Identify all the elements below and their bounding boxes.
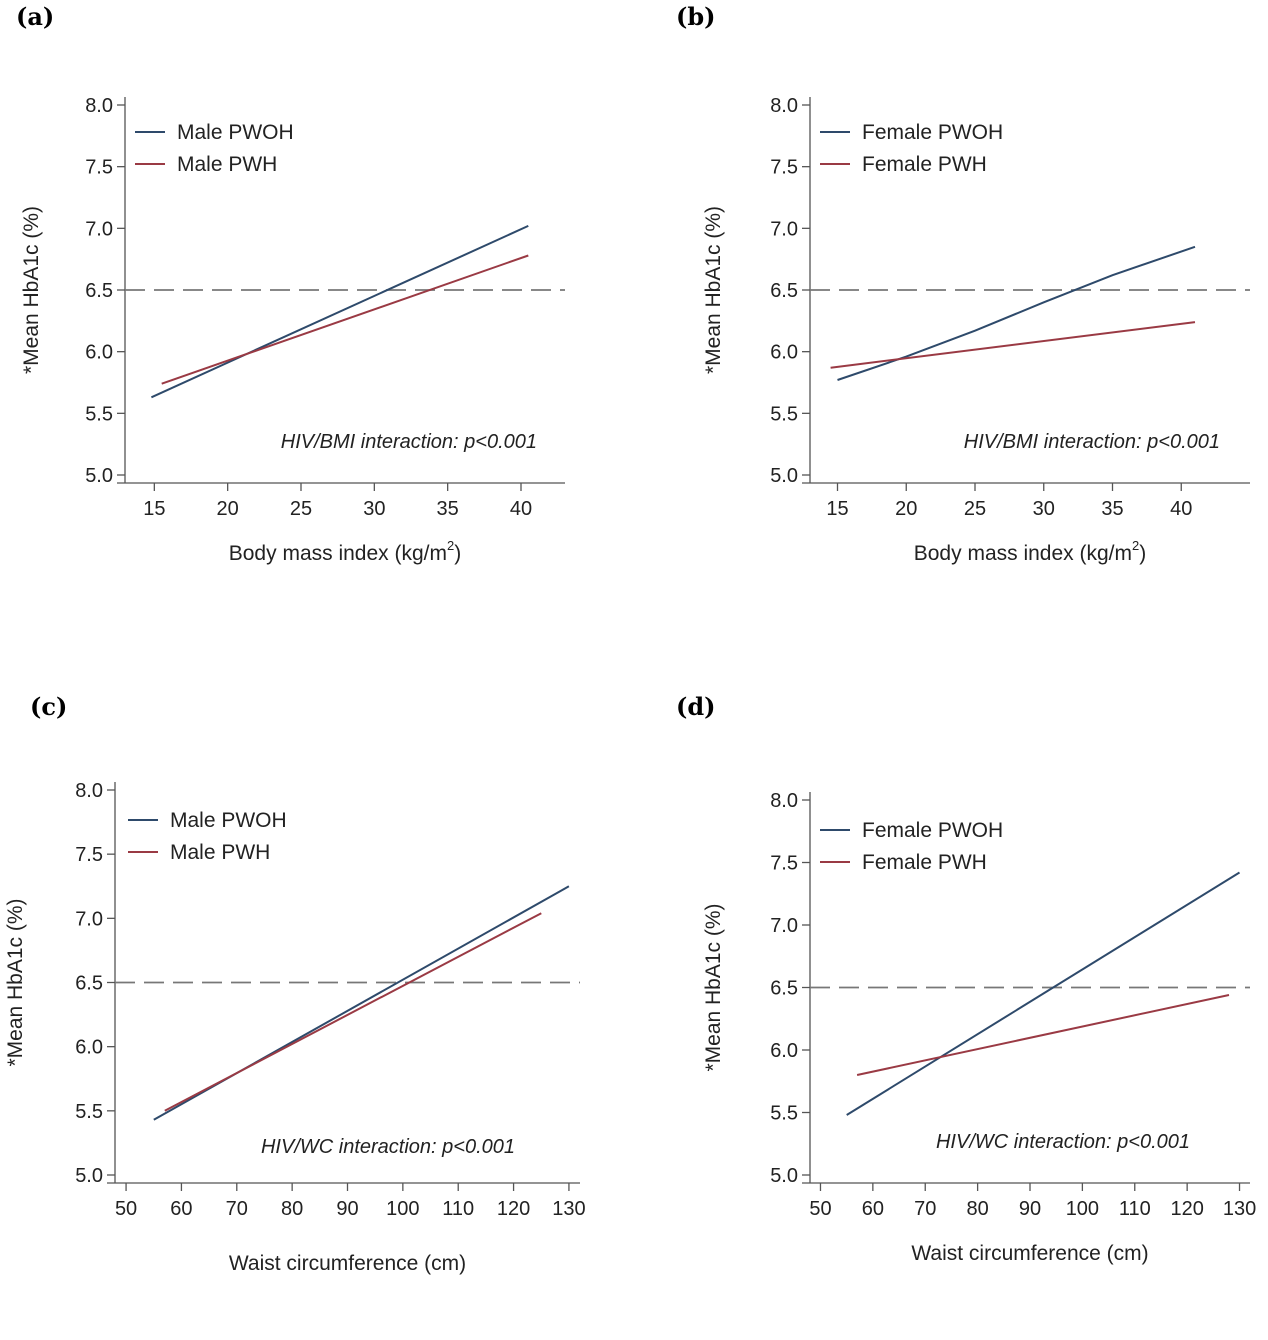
series-line-female-pwh: [830, 321, 1196, 369]
y-tick-label: 6.0: [75, 1037, 103, 1059]
x-tick-label: 50: [115, 1198, 137, 1220]
y-tick-label: 8.0: [770, 95, 798, 117]
x-tick-label: 35: [1101, 498, 1123, 520]
y-tick-label: 6.0: [770, 342, 798, 364]
x-tick-label: 70: [226, 1198, 248, 1220]
y-axis-title: *Mean HbA1c (%): [702, 206, 725, 374]
series-line-female-pwh: [856, 994, 1230, 1076]
legend-label: Male PWOH: [177, 121, 294, 144]
x-axis-title: Waist circumference (cm): [911, 1242, 1148, 1265]
series-line-female-pwoh: [846, 871, 1241, 1116]
y-tick-label: 7.5: [75, 844, 103, 866]
x-tick-label: 30: [363, 498, 385, 520]
x-tick-label: 100: [1066, 1198, 1099, 1220]
legend-label: Female PWOH: [862, 819, 1003, 842]
x-tick-label: 40: [1170, 498, 1192, 520]
panel-letter-c: (c): [30, 692, 68, 721]
y-tick-label: 5.5: [75, 1101, 103, 1123]
x-tick-label: 60: [170, 1198, 192, 1220]
series-line-male-pwh: [161, 254, 529, 385]
panel-letter-a: (a): [16, 2, 55, 31]
y-tick-label: 7.5: [85, 157, 113, 179]
x-tick-label: 120: [1170, 1198, 1203, 1220]
x-tick-label: 100: [386, 1198, 419, 1220]
legend-label: Female PWOH: [862, 121, 1003, 144]
x-tick-label: 130: [552, 1198, 585, 1220]
x-tick-label: 15: [826, 498, 848, 520]
legend-label: Female PWH: [862, 153, 987, 176]
y-tick-label: 6.5: [770, 978, 798, 1000]
x-tick-label: 70: [914, 1198, 936, 1220]
y-tick-label: 5.0: [770, 465, 798, 487]
y-axis-title: *Mean HbA1c (%): [702, 903, 725, 1071]
y-tick-label: 5.5: [770, 1103, 798, 1125]
legend-label: Male PWH: [177, 153, 277, 176]
chart-a-bmi-male: 5.0 5.5 6.0 6.5 7.0 7.5 8.0 15 20 25 30 35 40 Male PW…: [20, 95, 565, 565]
x-tick-label: 25: [964, 498, 986, 520]
x-tick-label: 25: [290, 498, 312, 520]
x-axis-title: Body mass index (kg/m2): [229, 538, 461, 565]
x-tick-label: 60: [862, 1198, 884, 1220]
x-tick-label: 35: [437, 498, 459, 520]
x-tick-label: 120: [497, 1198, 530, 1220]
y-tick-label: 7.0: [75, 908, 103, 930]
y-tick-label: 7.0: [85, 218, 113, 240]
x-axis-title: Waist circumference (cm): [229, 1252, 466, 1275]
x-tick-label: 110: [1119, 1198, 1151, 1220]
y-axis-title: *Mean HbA1c (%): [4, 898, 27, 1066]
y-tick-label: 5.0: [75, 1165, 103, 1187]
x-tick-label: 130: [1223, 1198, 1256, 1220]
legend-label: Female PWH: [862, 851, 987, 874]
chart-c-wc-male: 5.0 5.5 6.0 6.5 7.0 7.5 8.0 50 60 70 80 90 100 110 120…: [4, 780, 586, 1275]
x-tick-label: 90: [1019, 1198, 1041, 1220]
y-tick-label: 5.5: [770, 403, 798, 425]
y-tick-label: 6.0: [770, 1040, 798, 1062]
y-tick-label: 8.0: [85, 95, 113, 117]
series-line-male-pwoh: [150, 224, 529, 399]
y-tick-label: 5.0: [85, 465, 113, 487]
x-tick-label: 90: [336, 1198, 358, 1220]
y-tick-label: 7.5: [770, 157, 798, 179]
y-tick-label: 8.0: [770, 790, 798, 812]
x-tick-label: 20: [217, 498, 239, 520]
x-tick-label: 15: [143, 498, 165, 520]
panel-letter-b: (b): [676, 2, 716, 31]
y-tick-label: 7.0: [770, 915, 798, 937]
interaction-annotation: HIV/BMI interaction: p<0.001: [281, 431, 537, 453]
x-axis-title: Body mass index (kg/m2): [914, 538, 1146, 565]
y-tick-label: 7.0: [770, 218, 798, 240]
legend-label: Male PWH: [170, 841, 270, 864]
interaction-annotation: HIV/WC interaction: p<0.001: [936, 1131, 1190, 1153]
chart-b-bmi-female: 5.0 5.5 6.0 6.5 7.0 7.5 8.0 15 20 25 30 35 40 Female …: [702, 95, 1250, 565]
y-tick-label: 6.5: [770, 280, 798, 302]
interaction-annotation: HIV/BMI interaction: p<0.001: [964, 431, 1220, 453]
x-tick-label: 80: [966, 1198, 988, 1220]
x-tick-label: 80: [281, 1198, 303, 1220]
y-tick-label: 6.0: [85, 342, 113, 364]
interaction-annotation: HIV/WC interaction: p<0.001: [261, 1136, 515, 1158]
x-tick-label: 30: [1033, 498, 1055, 520]
y-tick-label: 7.5: [770, 853, 798, 875]
x-tick-label: 110: [442, 1198, 474, 1220]
y-axis-title: *Mean HbA1c (%): [20, 206, 43, 374]
x-tick-label: 20: [895, 498, 917, 520]
panel-letter-d: (d): [676, 692, 716, 721]
y-tick-label: 5.5: [85, 403, 113, 425]
series-line-male-pwh: [164, 912, 542, 1112]
chart-d-wc-female: 5.0 5.5 6.0 6.5 7.0 7.5 8.0 50 60 70 80 90 100 110 120…: [702, 790, 1256, 1265]
y-tick-label: 6.5: [75, 973, 103, 995]
x-tick-label: 40: [510, 498, 532, 520]
y-tick-label: 8.0: [75, 780, 103, 802]
x-tick-label: 50: [809, 1198, 831, 1220]
y-tick-label: 6.5: [85, 280, 113, 302]
y-tick-label: 5.0: [770, 1165, 798, 1187]
legend-label: Male PWOH: [170, 809, 287, 832]
